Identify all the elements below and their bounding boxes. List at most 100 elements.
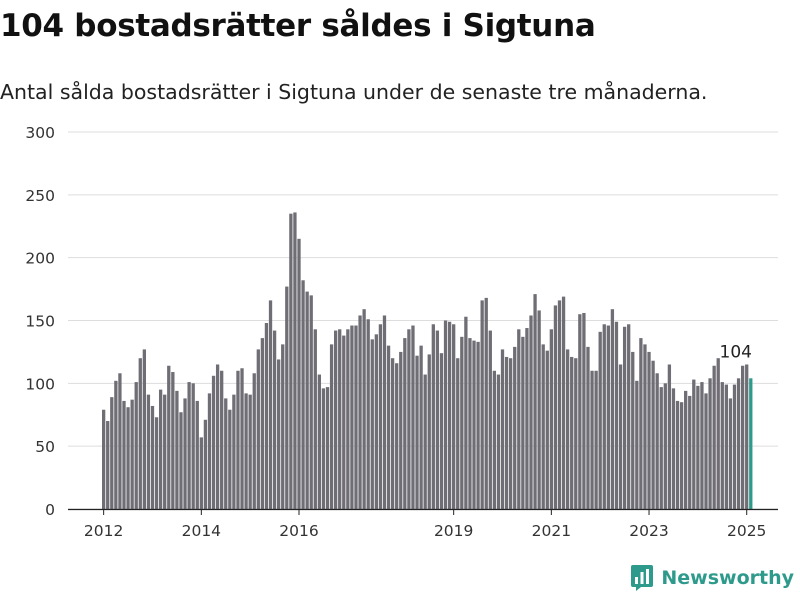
bar [484,297,488,509]
x-tick-label: 2016 [279,522,318,540]
bar [749,378,753,509]
bar [679,402,684,509]
y-tick-label: 250 [25,187,55,205]
bar [142,349,146,509]
bar [643,344,647,509]
bar [667,364,672,509]
brand-name: Newsworthy [661,567,794,589]
bar [431,324,435,509]
bar [138,358,142,509]
bar [529,315,533,509]
bar [635,380,639,509]
bar [704,393,708,509]
bar [647,351,651,509]
bar [199,437,203,509]
bar [215,364,220,509]
x-tick-label: 2014 [182,522,221,540]
bar [464,316,468,509]
bar [452,324,456,509]
bar [574,358,578,509]
bar [154,417,159,509]
bar [114,380,118,509]
bar [211,375,216,509]
bar [130,399,134,509]
bar [268,300,273,509]
bar [167,365,171,509]
bar [378,324,383,509]
bar [622,326,627,509]
bar [447,321,452,509]
y-tick-label: 300 [25,124,55,142]
bar [618,364,623,509]
bar [382,315,387,509]
bar [700,382,704,509]
bar [158,389,163,509]
bar [386,345,391,509]
bar [220,370,224,509]
bar [724,384,729,509]
bar [712,365,716,509]
bar [207,393,212,509]
bar [244,393,248,509]
bar [460,336,464,509]
bar [598,331,602,509]
bar [488,330,492,509]
bar [578,314,582,509]
bar [313,329,317,509]
bar [350,325,354,509]
bar [684,390,688,509]
x-tick-label: 2021 [532,522,571,540]
chart-title: 104 bostadsrätter såldes i Sigtuna [0,8,596,44]
bar [728,398,733,509]
bar [627,324,631,509]
bar [476,341,480,509]
bar [289,213,293,509]
bar [333,330,338,509]
bar [582,312,586,509]
bar [281,344,285,509]
bar [419,345,423,509]
bar [736,378,741,509]
bar [191,383,195,509]
bar [602,324,606,509]
y-tick-label: 0 [45,501,55,519]
bar [480,300,484,509]
bar [468,338,472,509]
bar [179,412,183,509]
bar [342,335,346,509]
bar [277,359,281,509]
bar [472,340,476,509]
bar [570,356,574,509]
brand-logo: Newsworthy [629,564,794,592]
newsworthy-chart-icon [631,565,654,591]
y-tick-label: 150 [25,313,55,331]
bar [362,309,366,509]
bar [561,296,566,509]
bar [655,373,659,509]
bar [370,339,374,509]
bar [236,370,240,509]
x-tick-label: 2023 [629,522,668,540]
bar [163,394,167,509]
bar [663,383,667,509]
bar [439,353,444,509]
bar [346,329,350,509]
bar [708,378,712,509]
bar [187,382,191,509]
bar [513,346,517,509]
bar [557,300,562,509]
bar [732,384,737,509]
bar [272,330,277,509]
bar [492,370,497,509]
bar [240,368,244,509]
bar [338,329,342,509]
bar [423,374,427,509]
bar [264,323,269,509]
chart-subtitle: Antal sålda bostadsrätter i Sigtuna unde… [0,80,708,104]
y-tick-label: 100 [25,375,55,393]
bar [504,356,509,509]
bar [517,329,521,509]
bar [606,325,610,509]
y-tick-label: 50 [35,438,55,456]
bar [134,382,138,509]
